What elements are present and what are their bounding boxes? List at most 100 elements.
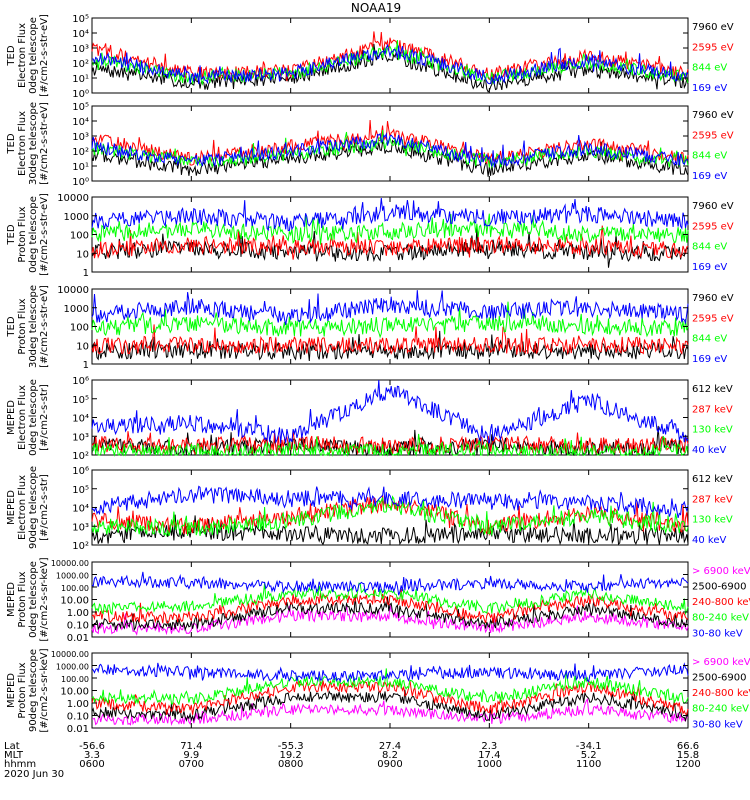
series-line	[91, 485, 689, 519]
series-line	[91, 290, 689, 325]
x-tick-mlt: 5.2	[581, 750, 597, 761]
panel-5: 10² 10³ 10⁴ 10⁵ 10⁶ MEPEDElectron Flux0deg te…	[6, 376, 733, 462]
x-tick-hhmm: 1000	[477, 759, 502, 770]
date-label: 2020 Jun 30	[4, 769, 64, 780]
y-axis-label-line: [#/cm2-s-str]	[39, 474, 50, 541]
x-tick-mlt: 8.2	[382, 750, 398, 761]
panel-3: 1 10 100 1000 10000 TEDProton Flux0deg telesc…	[6, 193, 734, 279]
y-tick-label: 10²	[72, 59, 89, 70]
x-tick-hhmm: 1200	[675, 759, 700, 770]
x-tick-hhmm: 0700	[179, 759, 204, 770]
x-tick-lat: 2.3	[481, 741, 497, 752]
series-line	[91, 228, 689, 268]
y-axis-label-line: Proton Flux	[17, 206, 28, 262]
y-tick-label: 0.10	[67, 621, 89, 632]
y-tick-label: 1	[83, 268, 89, 279]
legend-entry: 40 keV	[692, 535, 726, 546]
x-tick-hhmm: 0600	[79, 759, 104, 770]
x-tick-hhmm: 0900	[377, 759, 402, 770]
y-tick-label: 10⁴	[72, 29, 89, 40]
y-axis-label: TEDElectron Flux0deg telescope[#/cm2-s-s…	[6, 14, 50, 97]
y-axis-label: MEPEDElectron Flux90deg telescope[#/cm2-…	[6, 466, 50, 549]
y-tick-label: 100.00	[61, 675, 89, 684]
y-axis-label-line: Electron Flux	[17, 475, 28, 540]
series-line	[91, 324, 689, 356]
y-tick-label: 10	[76, 249, 89, 260]
x-tick-lat: 66.6	[677, 741, 699, 752]
series-line	[91, 668, 689, 706]
series-line	[91, 31, 689, 82]
y-axis-label: MEPEDProton Flux90deg telescope[#/cm2-s-…	[6, 648, 50, 732]
legend-entry: 287 keV	[692, 494, 733, 505]
legend-entry: 240-800 keV	[692, 597, 750, 608]
x-row-label: Lat	[4, 741, 20, 752]
x-tick-mlt: 9.9	[183, 750, 199, 761]
y-tick-label: 1000	[64, 212, 89, 223]
y-tick-label: 10⁴	[72, 414, 89, 425]
panel-1: 10⁰ 10¹ 10² 10³ 10⁴ 10⁵ TEDElectron Flux0deg t…	[6, 14, 734, 100]
y-tick-label: 10.00	[60, 687, 89, 698]
series-line	[91, 330, 689, 362]
y-axis-label: TEDProton Flux30deg telescope[#/cm2-s-st…	[6, 285, 50, 368]
legend-entry: 2595 eV	[692, 221, 734, 232]
legend-entry: 80-240 keV	[692, 704, 749, 715]
x-tick-lat: -56.6	[79, 741, 105, 752]
y-tick-label: 1.00	[67, 608, 89, 619]
y-tick-label: 10⁶	[72, 466, 89, 477]
series-line	[91, 198, 689, 232]
x-tick-lat: 27.4	[379, 741, 401, 752]
x-tick-mlt: 3.3	[84, 750, 100, 761]
legend-entry: 169 eV	[692, 171, 727, 182]
legend-entry: 612 keV	[692, 474, 733, 485]
y-tick-label: 10³	[72, 432, 89, 443]
x-tick-mlt: 17.4	[478, 750, 500, 761]
x-tick-mlt: 19.2	[280, 750, 302, 761]
legend-entry: 2500-6900	[692, 582, 747, 593]
y-axis-label-line: Proton Flux	[17, 298, 28, 354]
y-axis-label-line: [#/cm2-s-sr-keV]	[39, 648, 50, 732]
y-tick-label: 10¹	[72, 162, 89, 173]
series-line	[91, 43, 689, 85]
y-axis-label-line: 0deg telescope	[28, 196, 39, 273]
legend-entry: 287 keV	[692, 404, 733, 415]
legend-entry: 7960 eV	[692, 110, 734, 121]
chart-title: NOAA19	[351, 1, 401, 15]
x-tick-lat: -34.1	[576, 741, 602, 752]
y-tick-label: 1	[83, 360, 89, 371]
y-tick-label: 1.00	[67, 699, 89, 710]
series-line	[91, 662, 689, 683]
legend-entry: 7960 eV	[692, 293, 734, 304]
legend-entry: 612 keV	[692, 384, 733, 395]
y-axis-label-line: Proton Flux	[17, 662, 28, 718]
y-axis-label: TEDElectron Flux30deg telescope[#/cm2-s-…	[6, 102, 50, 185]
legend-entry: 7960 eV	[692, 201, 734, 212]
y-axis-label-line: MEPED	[6, 490, 17, 525]
series-line	[91, 225, 689, 260]
legend-entry: 130 keV	[692, 515, 733, 526]
y-axis-label-line: 0deg telescope	[28, 379, 39, 456]
y-tick-label: 10.00	[60, 596, 89, 607]
x-row-label: MLT	[4, 750, 24, 761]
series-line	[91, 571, 689, 596]
legend-entry: 7960 eV	[692, 22, 734, 33]
y-axis-label-line: [#/cm2-s-str-eV]	[39, 285, 50, 368]
y-axis-label-line: 90deg telescope	[28, 466, 39, 549]
y-tick-label: 10²	[72, 541, 89, 552]
y-axis-label-line: [#/cm2-s-str-eV]	[39, 193, 50, 276]
y-tick-label: 10³	[72, 44, 89, 55]
y-tick-label: 1000.00	[56, 572, 89, 581]
y-tick-label: 10⁴	[72, 504, 89, 515]
legend-entry: 2595 eV	[692, 313, 734, 324]
panel-2: 10⁰ 10¹ 10² 10³ 10⁴ 10⁵ TEDElectron Flux30deg …	[6, 102, 734, 188]
series-line	[91, 582, 689, 616]
series-line	[91, 43, 689, 93]
y-tick-label: 100	[70, 231, 89, 242]
series-line	[91, 430, 689, 455]
legend-entry: 40 keV	[692, 445, 726, 456]
y-tick-label: 10000.00	[51, 559, 89, 568]
legend-entry: 240-800 keV	[692, 688, 750, 699]
y-tick-label: 10⁵	[72, 102, 89, 113]
